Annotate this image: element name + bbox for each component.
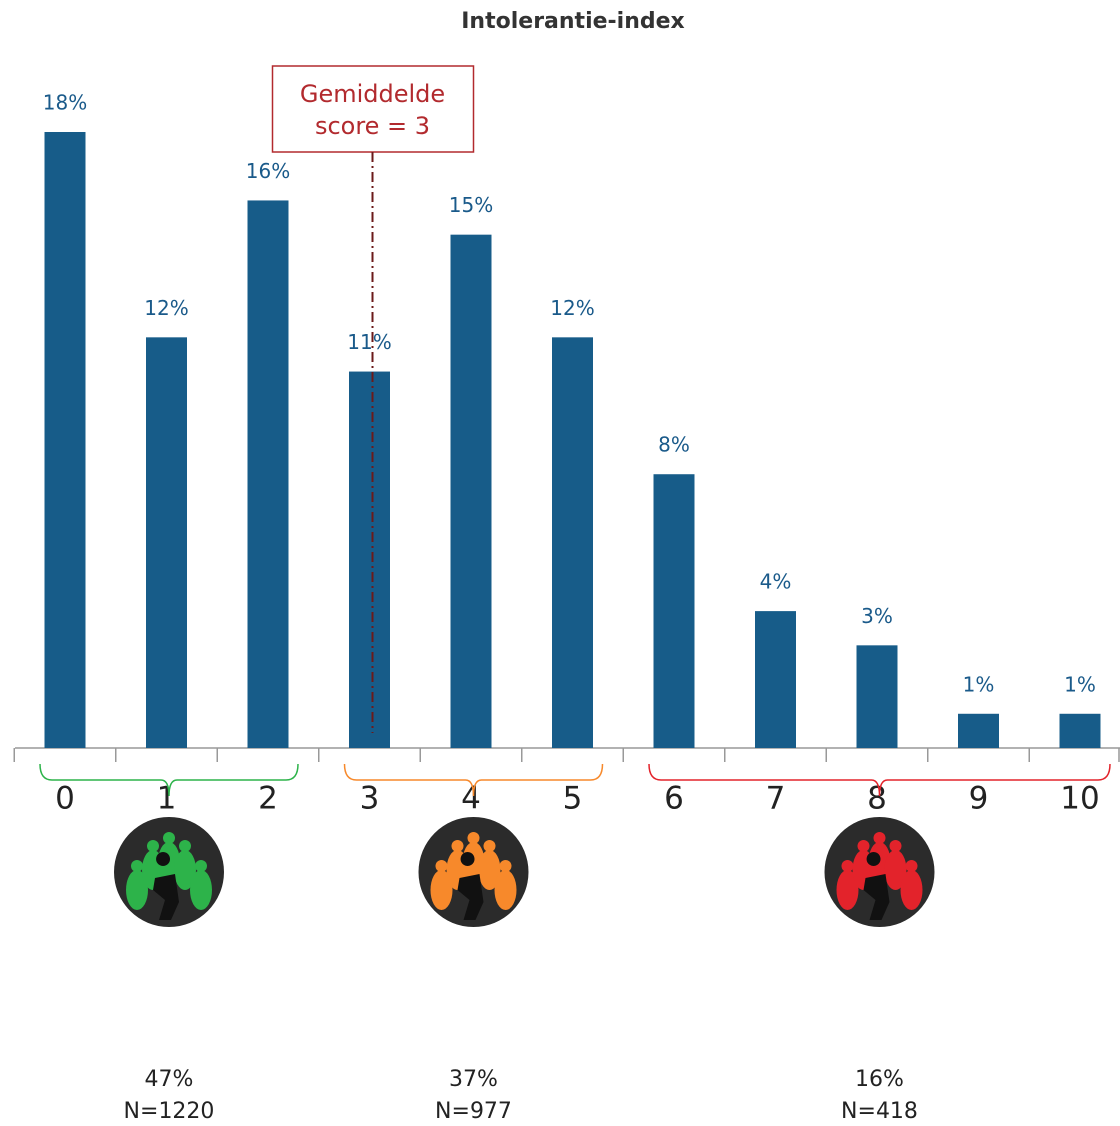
icon-pin-head — [873, 832, 886, 844]
bar — [349, 371, 390, 748]
annotation-text: score = 3 — [315, 112, 430, 140]
value-label: 15% — [449, 193, 493, 217]
x-tick-label: 9 — [969, 781, 989, 817]
icon-pin-head — [857, 840, 870, 852]
x-tick-label: 7 — [766, 781, 786, 817]
icon-pin — [494, 870, 517, 910]
bar — [755, 611, 796, 748]
icon-pin-head — [163, 832, 175, 844]
group-icon — [824, 817, 935, 927]
group-icon — [418, 817, 529, 927]
icon-pin — [836, 870, 859, 910]
bar — [856, 645, 898, 748]
bar — [146, 337, 187, 748]
bar — [450, 234, 492, 748]
icon-figure — [863, 852, 890, 920]
group-count: N=977 — [435, 1099, 512, 1124]
group-count: N=1220 — [124, 1099, 215, 1124]
group-share: 16% — [855, 1067, 904, 1092]
bar — [653, 474, 695, 748]
bar — [958, 713, 999, 748]
value-label: 1% — [1064, 672, 1096, 696]
icon-pin-head — [467, 832, 480, 844]
icon-pin-head — [147, 840, 159, 852]
annotation-text: Gemiddelde — [300, 80, 445, 108]
x-tick-label: 2 — [258, 781, 278, 817]
x-tick-label: 5 — [563, 781, 583, 817]
icon-pin — [174, 850, 196, 890]
icon-pin-head — [435, 860, 448, 872]
icon-pin — [478, 850, 501, 890]
bar — [552, 337, 593, 748]
icon-pin-head — [841, 860, 854, 872]
value-label: 11% — [347, 330, 391, 354]
group-share: 37% — [449, 1067, 498, 1092]
group-count: N=418 — [841, 1099, 918, 1124]
value-label: 4% — [760, 570, 792, 594]
x-tick-label: 10 — [1060, 781, 1099, 817]
x-tick-label: 3 — [360, 781, 380, 817]
value-label: 16% — [246, 159, 290, 183]
value-label: 12% — [550, 296, 594, 320]
icon-pin-head — [483, 840, 496, 852]
icon-pin — [900, 870, 923, 910]
bar — [44, 132, 86, 748]
value-label: 8% — [658, 433, 690, 457]
annotation-box — [271, 65, 475, 153]
x-tick-label: 8 — [867, 781, 887, 817]
group-icon — [114, 817, 224, 927]
icon-pin-head — [179, 840, 191, 852]
icon-pin-head — [889, 840, 902, 852]
icon-pin — [884, 850, 907, 890]
bar — [247, 200, 289, 748]
x-tick-label: 0 — [55, 781, 75, 817]
bar — [1059, 713, 1101, 748]
group-brace — [343, 763, 604, 797]
value-label: 12% — [144, 296, 188, 320]
icon-figure — [457, 852, 484, 920]
x-tick-label: 6 — [664, 781, 684, 817]
icon-pin-head — [131, 860, 143, 872]
icon-pin-head — [499, 860, 512, 872]
icon-pin — [430, 870, 453, 910]
icon-figure — [153, 852, 179, 920]
x-tick-label: 1 — [157, 781, 177, 817]
chart-title: Intolerantie-index — [461, 9, 684, 34]
icon-pin-head — [195, 860, 207, 872]
icon-pin — [190, 870, 212, 910]
x-tick-label: 4 — [461, 781, 481, 817]
value-label: 1% — [963, 672, 995, 696]
group-brace — [648, 763, 1111, 797]
group-brace — [39, 763, 299, 797]
value-label: 18% — [43, 91, 87, 115]
icon-pin-head — [451, 840, 464, 852]
icon-pin — [126, 870, 148, 910]
icon-pin-head — [905, 860, 918, 872]
group-share: 47% — [145, 1067, 194, 1092]
value-label: 3% — [861, 604, 893, 628]
